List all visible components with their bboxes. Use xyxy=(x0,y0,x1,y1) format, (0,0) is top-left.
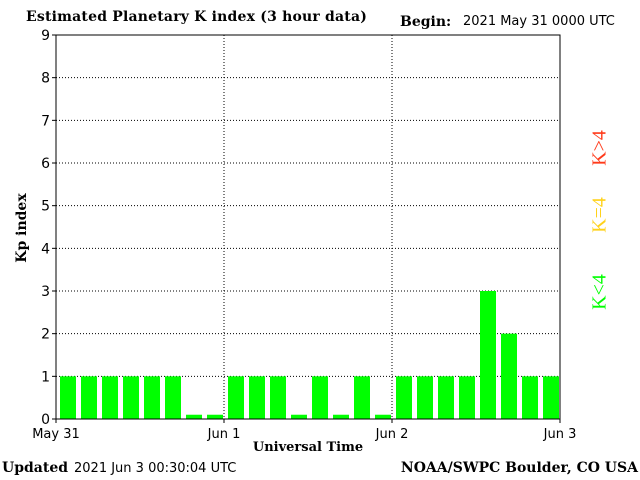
updated-value: 2021 Jun 3 00:30:04 UTC xyxy=(74,461,237,476)
y-tick-label: 4 xyxy=(41,241,50,257)
credit: NOAA/SWPC Boulder, CO USA xyxy=(400,460,638,476)
x-tick-label: May 31 xyxy=(32,427,80,442)
bar xyxy=(60,376,76,419)
bar xyxy=(270,376,286,419)
bar xyxy=(228,376,244,419)
y-tick-label: 3 xyxy=(41,284,50,300)
y-tick-label: 9 xyxy=(41,28,50,44)
x-tick-label: Jun 2 xyxy=(375,427,409,442)
y-tick-label: 2 xyxy=(41,327,50,343)
begin-value: 2021 May 31 0000 UTC xyxy=(463,14,615,29)
y-axis-label: Kp index xyxy=(14,193,30,263)
x-tick-label: Jun 1 xyxy=(207,427,241,442)
bar xyxy=(354,376,370,419)
y-tick-label: 7 xyxy=(41,113,50,129)
bar xyxy=(165,376,181,419)
bar xyxy=(312,376,328,419)
bar xyxy=(291,414,307,419)
bar xyxy=(375,414,391,419)
y-tick-label: 6 xyxy=(41,156,50,172)
bar xyxy=(144,376,160,419)
y-tick-label: 8 xyxy=(41,71,50,87)
legend-mid: K=4 xyxy=(588,197,611,233)
bar xyxy=(102,376,118,419)
bar xyxy=(249,376,265,419)
legend-low: K<4 xyxy=(588,274,611,310)
plot-frame xyxy=(55,34,561,420)
bar xyxy=(396,376,412,419)
bar xyxy=(438,376,454,419)
bar xyxy=(459,376,475,419)
bar xyxy=(207,414,223,419)
bar xyxy=(480,291,496,419)
updated-label: Updated xyxy=(2,460,69,476)
bar xyxy=(417,376,433,419)
x-axis-label: Universal Time xyxy=(252,440,364,455)
bar xyxy=(501,333,517,419)
y-tick-label: 1 xyxy=(41,369,50,385)
bar xyxy=(333,414,349,419)
bar xyxy=(543,376,559,419)
y-tick-label: 5 xyxy=(41,199,50,215)
bar xyxy=(186,414,202,419)
bar xyxy=(522,376,538,419)
chart-title: Estimated Planetary K index (3 hour data… xyxy=(26,9,368,25)
legend-high: K>4 xyxy=(588,130,611,166)
begin-label: Begin: xyxy=(400,14,452,30)
y-tick-label: 0 xyxy=(41,412,50,428)
bar xyxy=(123,376,139,419)
bar xyxy=(81,376,97,419)
x-tick-label: Jun 3 xyxy=(543,427,577,442)
